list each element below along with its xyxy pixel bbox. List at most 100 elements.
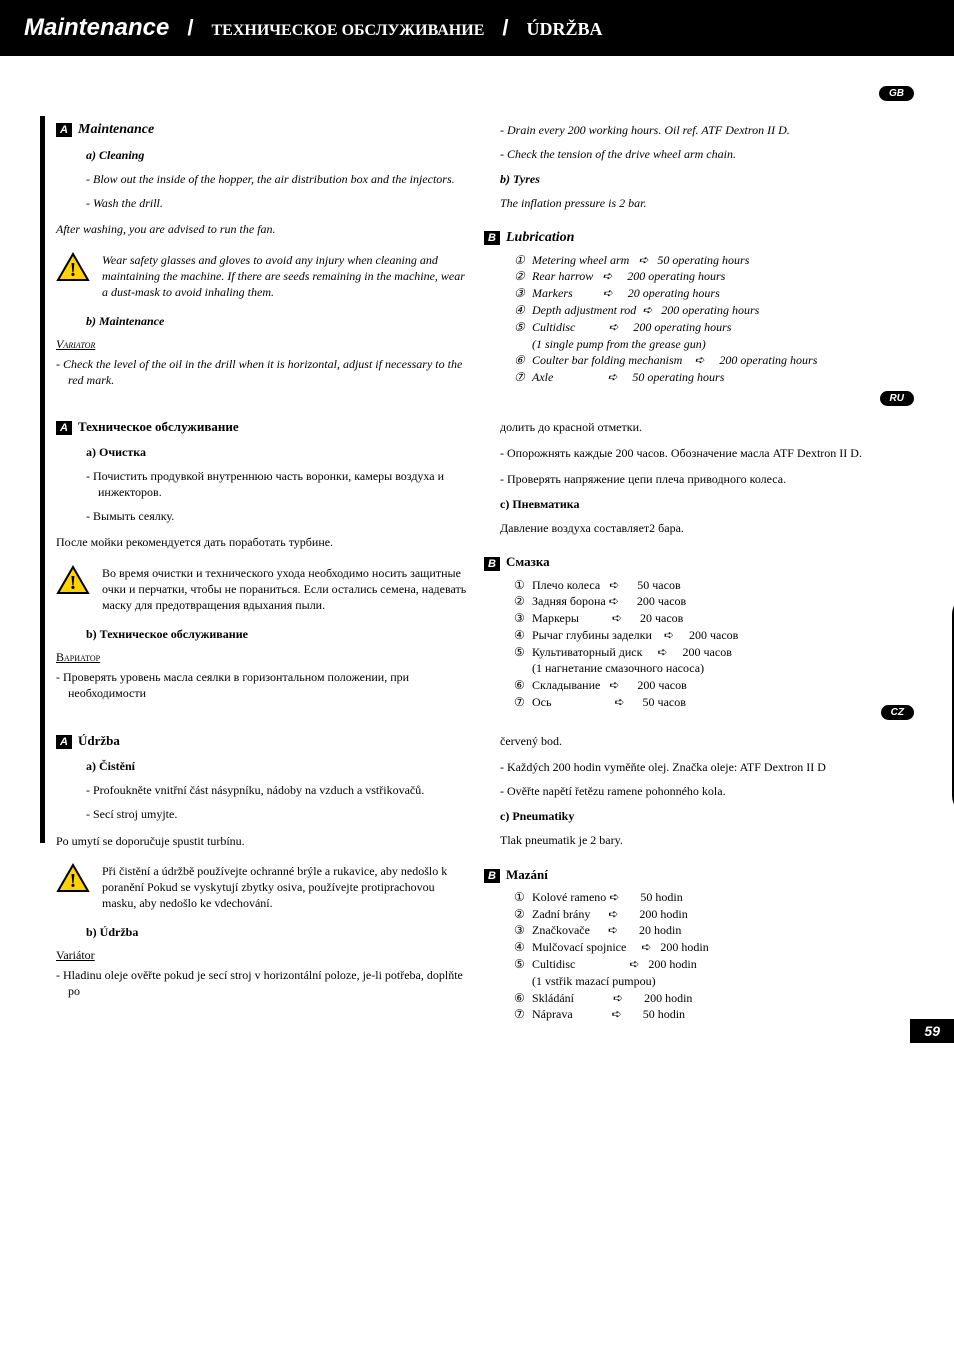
ru-var-p: - Проверять уровень масла сеялки в гориз… xyxy=(56,669,470,701)
ru-lub-v-2: 200 часов xyxy=(637,594,686,608)
ru-after: После мойки рекомендуется дать поработат… xyxy=(56,534,470,550)
cz-lub-l-5: Cultidisc xyxy=(532,957,575,971)
lang-tag-ru: RU xyxy=(880,391,914,406)
cz-lub-l-3: Značkovače xyxy=(532,923,590,937)
gb-lub-v-3: 20 operating hours xyxy=(628,286,720,300)
cz-lub-list: ①Kolové rameno ➪ 50 hodin ②Zadní brány ➪… xyxy=(514,889,914,1023)
arrow-icon: ➪ xyxy=(613,991,623,1005)
gb-tyres-head: b) Tyres xyxy=(500,172,914,187)
cz-lub-l-1: Kolové rameno xyxy=(532,890,606,904)
arrow-icon: ➪ xyxy=(607,370,617,384)
cz-lub-v-6: 200 hodin xyxy=(644,991,692,1005)
arrow-icon: ➪ xyxy=(657,645,667,659)
cz-lub-n-4: ④ xyxy=(514,939,532,956)
arrow-icon: ➪ xyxy=(603,286,613,300)
gb-lub-n-5: ⑤ xyxy=(514,319,532,336)
gb-a-p2: - Wash the drill. xyxy=(86,195,470,211)
title-ru-a: Техническое обслуживание xyxy=(78,419,239,434)
cz-warn-text: Při čistění a údržbě používejte ochranné… xyxy=(102,863,470,912)
title-cz-a: Údržba xyxy=(78,733,120,748)
ru-lub-note: (1 нагнетание смазочного насоса) xyxy=(514,660,914,677)
gb-b-head: b) Maintenance xyxy=(86,314,470,329)
arrow-icon: ➪ xyxy=(612,1007,622,1021)
cz-lub-n-6: ⑥ xyxy=(514,990,532,1007)
cz-warn-row: ! Při čistění a údržbě používejte ochran… xyxy=(56,863,470,912)
arrow-icon: ➪ xyxy=(609,890,619,904)
cz-tyres-head: c) Pneumatiky xyxy=(500,809,914,824)
gb-lub-l-6: Coulter bar folding mechanism xyxy=(532,353,682,367)
header-title-cz: ÚDRŽBA xyxy=(526,19,602,40)
ru-variator: Вариатор xyxy=(56,650,470,665)
lang-tag-gb: GB xyxy=(879,86,914,101)
ru-block: RU AТехническое обслуживание a) Очистка … xyxy=(40,413,914,711)
gb-lub-l-5: Cultidisc xyxy=(532,320,575,334)
ru-lub-v-6: 200 часов xyxy=(637,678,686,692)
gb-lub-l-7: Axle xyxy=(532,370,553,384)
svg-text:!: ! xyxy=(70,259,77,281)
ru-warn-row: ! Во время очистки и технического ухода … xyxy=(56,565,470,614)
gb-after: After washing, you are advised to run th… xyxy=(56,221,470,237)
svg-text:!: ! xyxy=(70,572,77,594)
header-bar: Maintenance / ТЕХНИЧЕСКОЕ ОБСЛУЖИВАНИЕ /… xyxy=(0,0,954,56)
gb-block: GB AMaintenance a) Cleaning - Blow out t… xyxy=(40,116,914,397)
warning-icon: ! xyxy=(56,863,90,893)
ru-lub-n-2: ② xyxy=(514,593,532,610)
gb-variator: Variator xyxy=(56,337,470,352)
gb-a-p1: - Blow out the inside of the hopper, the… xyxy=(86,171,470,187)
gb-lub-l-4: Depth adjustment rod xyxy=(532,303,636,317)
gb-lub-v-6: 200 operating hours xyxy=(719,353,817,367)
arrow-icon: ➪ xyxy=(612,611,622,625)
cz-variator: Variátor xyxy=(56,948,470,963)
ru-r2: - Проверять напряжение цепи плеча привод… xyxy=(500,471,914,487)
mark-cz-b: B xyxy=(484,869,500,883)
arrow-icon: ➪ xyxy=(664,628,674,642)
mark-ru-b: B xyxy=(484,557,500,571)
ru-lub-l-6: Складывание xyxy=(532,678,600,692)
cz-lub-l-6: Skládání xyxy=(532,991,574,1005)
title-gb-a: Maintenance xyxy=(78,122,154,137)
ru-r0: долить до красной отметки. xyxy=(500,419,914,435)
gb-lub-list: ①Metering wheel arm ➪ 50 operating hours… xyxy=(514,252,914,386)
arrow-icon: ➪ xyxy=(602,269,612,283)
cz-lub-v-1: 50 hodin xyxy=(640,890,682,904)
ru-a-p2: - Вымыть сеялку. xyxy=(86,508,470,524)
ru-r1: - Опорожнять каждые 200 часов. Обозначен… xyxy=(500,445,914,461)
title-ru-b: Смазка xyxy=(506,554,550,569)
gb-lub-v-4: 200 operating hours xyxy=(661,303,759,317)
cz-a-p1: - Profoukněte vnitřní část násypníku, ná… xyxy=(86,782,470,798)
gb-lub-v-1: 50 operating hours xyxy=(657,253,749,267)
gb-lub-v-7: 50 operating hours xyxy=(632,370,724,384)
gb-lub-l-1: Metering wheel arm xyxy=(532,253,629,267)
cz-b-head: b) Údržba xyxy=(86,925,470,940)
cz-lub-n-3: ③ xyxy=(514,922,532,939)
cz-lub-n-2: ② xyxy=(514,906,532,923)
ru-lub-n-7: ⑦ xyxy=(514,694,532,711)
cz-lub-n-7: ⑦ xyxy=(514,1006,532,1023)
ru-lub-l-2: Задняя борона xyxy=(532,594,606,608)
cz-r0: červený bod. xyxy=(500,733,914,749)
gb-lub-l-2: Rear harrow xyxy=(532,269,593,283)
header-slash-1: / xyxy=(187,15,193,41)
svg-text:!: ! xyxy=(70,870,77,892)
gb-warn-row: ! Wear safety glasses and gloves to avoi… xyxy=(56,252,470,301)
gb-lub-n-1: ① xyxy=(514,252,532,269)
gb-lub-n-2: ② xyxy=(514,268,532,285)
gb-var-p: - Check the level of the oil in the dril… xyxy=(56,356,470,388)
gb-tyres-p: The inflation pressure is 2 bar. xyxy=(500,195,914,211)
header-slash-2: / xyxy=(502,15,508,41)
arrow-icon: ➪ xyxy=(608,907,618,921)
gb-lub-n-6: ⑥ xyxy=(514,352,532,369)
ru-lub-v-5: 200 часов xyxy=(683,645,732,659)
cz-var-p: - Hladinu oleje ověřte pokud je secí str… xyxy=(56,967,470,999)
arrow-icon: ➪ xyxy=(694,353,704,367)
header-title-ru: ТЕХНИЧЕСКОЕ ОБСЛУЖИВАНИЕ xyxy=(212,22,485,40)
warning-icon: ! xyxy=(56,565,90,595)
ru-lub-l-5: Культиваторный диск xyxy=(532,645,642,659)
ru-tyres-p: Давление воздуха составляет2 бара. xyxy=(500,520,914,536)
gb-lub-l-3: Markers xyxy=(532,286,573,300)
gb-lub-n-4: ④ xyxy=(514,302,532,319)
cz-block: CZ AÚdržba a) Čistění - Profoukněte vnit… xyxy=(40,727,914,1023)
ru-a-head: a) Очистка xyxy=(86,445,470,460)
mark-cz-a: A xyxy=(56,735,72,749)
ru-lub-n-4: ④ xyxy=(514,627,532,644)
